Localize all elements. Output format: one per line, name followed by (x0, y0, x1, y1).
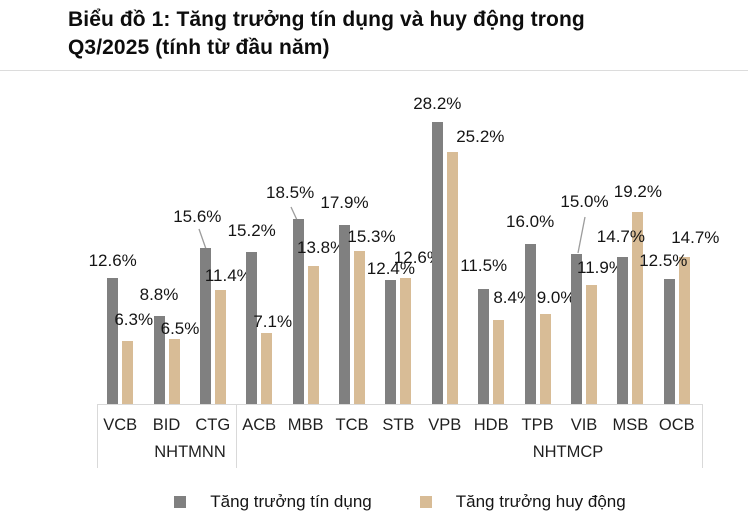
x-axis-line (97, 404, 703, 405)
bar-credit-CTG (199, 248, 211, 404)
bar-deposit-VIB (586, 285, 597, 404)
bar-deposit-HDB (493, 320, 505, 404)
bar-deposit-MSB (632, 212, 644, 404)
bar-credit-OCB (663, 279, 675, 404)
value-label-credit-VIB: 15.0% (560, 192, 609, 211)
value-label-deposit-HDB: 8.4% (493, 288, 533, 307)
value-label-credit-TPB: 16.0% (505, 212, 555, 231)
bar-deposit-BID (168, 339, 180, 404)
axis-label-VCB: VCB (103, 416, 138, 434)
group-label-NHTMNN: NHTMNN (154, 443, 226, 461)
axis-label-BID: BID (152, 416, 181, 434)
bar-credit-VIB (571, 254, 582, 404)
axis-label-STB: STB (382, 416, 415, 434)
axis-label-MSB: MSB (612, 416, 649, 434)
legend-item-1: Tăng trưởng huy động (419, 492, 626, 512)
grouped-bar-chart: 12.6% 6.3% VCB 8.8% 6.5% BID 15.6% 11.4% CTG 15.2… (0, 71, 748, 491)
bar-credit-TPB (524, 244, 536, 404)
legend-swatch-icon (419, 496, 432, 508)
value-label-credit-CTG: 15.6% (173, 207, 222, 226)
group-divider-2 (702, 405, 703, 468)
value-label-deposit-BID: 6.5% (160, 319, 200, 338)
chart-legend: Tăng trưởng tín dụng Tăng trưởng huy động (97, 492, 703, 512)
bar-credit-STB (385, 280, 397, 404)
bar-credit-ACB (246, 252, 258, 404)
group-divider-1 (236, 405, 237, 468)
bar-credit-VCB (107, 278, 119, 404)
bar-deposit-CTG (214, 290, 226, 404)
value-label-credit-BID: 8.8% (139, 285, 179, 304)
axis-label-ACB: ACB (242, 416, 277, 434)
bar-credit-BID (153, 316, 165, 404)
bar-credit-MSB (617, 257, 629, 404)
value-label-deposit-STB: 12.6% (393, 248, 442, 267)
value-label-credit-MBB: 18.5% (265, 183, 315, 202)
value-label-deposit-VIB: 11.9% (577, 258, 624, 277)
bar-credit-VPB (431, 122, 443, 404)
bar-deposit-VCB (122, 341, 134, 404)
chart-title: Biểu đồ 1: Tăng trưởng tín dụng và huy đ… (68, 8, 585, 59)
value-label-credit-TCB: 17.9% (320, 193, 369, 212)
axis-label-CTG: CTG (195, 416, 231, 434)
axis-label-TCB: TCB (335, 416, 369, 434)
bar-credit-MBB (292, 219, 304, 404)
legend-label: Tăng trưởng huy động (455, 492, 626, 511)
value-label-deposit-ACB: 7.1% (253, 312, 293, 331)
legend-label: Tăng trưởng tín dụng (210, 492, 372, 511)
bar-deposit-MBB (307, 266, 319, 404)
bar-deposit-ACB (261, 333, 273, 404)
value-label-deposit-MBB: 13.8% (296, 238, 346, 257)
value-label-credit-VPB: 28.2% (413, 94, 462, 113)
axis-label-VPB: VPB (428, 416, 462, 434)
axis-label-OCB: OCB (658, 416, 695, 434)
value-label-credit-ACB: 15.2% (227, 221, 276, 240)
value-label-credit-MSB: 14.7% (596, 227, 645, 246)
bar-deposit-TPB (539, 314, 551, 404)
value-label-deposit-TCB: 15.3% (347, 227, 396, 246)
axis-label-MBB: MBB (287, 416, 324, 434)
value-label-deposit-CTG: 11.4% (204, 266, 252, 285)
value-label-deposit-TPB: 9.0% (536, 288, 576, 307)
title-divider (0, 70, 748, 71)
value-label-credit-STB: 12.4% (366, 259, 415, 278)
axis-label-VIB: VIB (570, 416, 598, 434)
axis-label-HDB: HDB (473, 416, 509, 434)
legend-swatch-icon (174, 496, 187, 508)
bar-deposit-STB (400, 278, 412, 404)
value-label-deposit-VCB: 6.3% (114, 310, 154, 329)
value-label-deposit-MSB: 19.2% (613, 182, 662, 201)
value-label-credit-OCB: 12.5% (639, 251, 688, 270)
bar-credit-HDB (478, 289, 490, 404)
group-divider-0 (97, 405, 98, 468)
bar-deposit-OCB (678, 257, 690, 404)
value-label-deposit-VPB: 25.2% (456, 127, 505, 146)
bar-credit-TCB (339, 225, 350, 404)
legend-item-0: Tăng trưởng tín dụng (174, 492, 372, 512)
value-label-deposit-OCB: 14.7% (671, 228, 720, 247)
value-label-credit-HDB: 11.5% (460, 256, 508, 275)
value-label-credit-VCB: 12.6% (88, 251, 137, 270)
bar-deposit-TCB (354, 251, 365, 404)
group-label-NHTMCP: NHTMCP (532, 443, 604, 461)
bar-deposit-VPB (446, 152, 458, 404)
axis-label-TPB: TPB (521, 416, 554, 434)
